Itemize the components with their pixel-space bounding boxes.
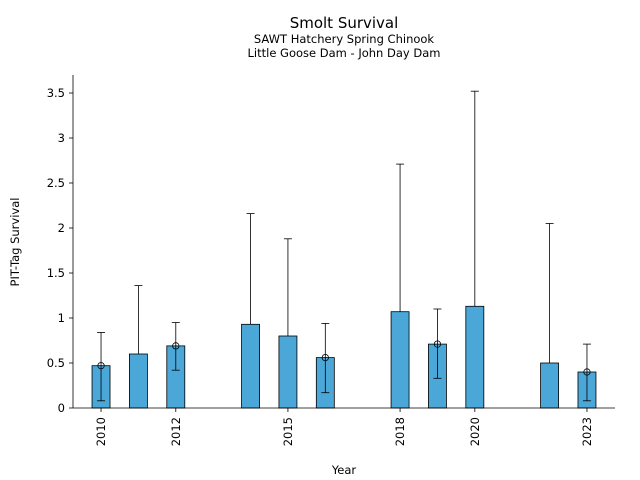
point-marker-2019 [433,340,442,348]
y-axis-label: PIT-Tag Survival [8,198,22,287]
bar-2018 [390,311,410,409]
y-tick-label: 0 [58,401,65,415]
y-tick-label: 2.5 [47,176,65,190]
point-marker-2016 [321,353,329,362]
y-tick-label: 2 [58,221,65,235]
bar-2015 [278,335,298,409]
error-bars-layer [97,90,591,402]
chart-title: Smolt Survival [290,14,399,32]
x-axis-label: Year [331,463,357,477]
bar-2011 [129,353,148,409]
chart-subtitle-line-1: SAWT Hatchery Spring Chinook [254,32,435,46]
y-axis: 0 0.5 1 1.5 2 2.5 3 3.5 [47,75,74,415]
y-tick-label: 1 [58,311,65,325]
x-tick-label: 2020 [468,417,482,446]
x-axis: 2010 2012 2015 2018 2020 2023 [73,407,615,446]
y-tick-label: 1.5 [47,266,65,280]
x-tick-label: 2012 [169,417,183,446]
point-markers-layer [97,340,591,376]
x-tick-label: 2010 [94,417,108,446]
point-marker-2023 [583,368,591,376]
y-tick-label: 3.5 [47,86,65,100]
x-tick-label: 2015 [281,417,295,446]
x-tick-label: 2023 [580,417,594,446]
chart-subtitle-line-2: Little Goose Dam - John Day Dam [248,46,441,60]
point-marker-2012 [172,342,180,350]
bar-2020 [465,305,485,409]
bar-2022 [540,362,559,409]
y-tick-label: 0.5 [47,356,65,370]
bar-2014 [241,323,260,409]
point-marker-2010 [97,362,105,370]
y-tick-label: 3 [58,131,65,145]
bars-layer [91,305,597,409]
x-tick-label: 2018 [393,417,407,446]
